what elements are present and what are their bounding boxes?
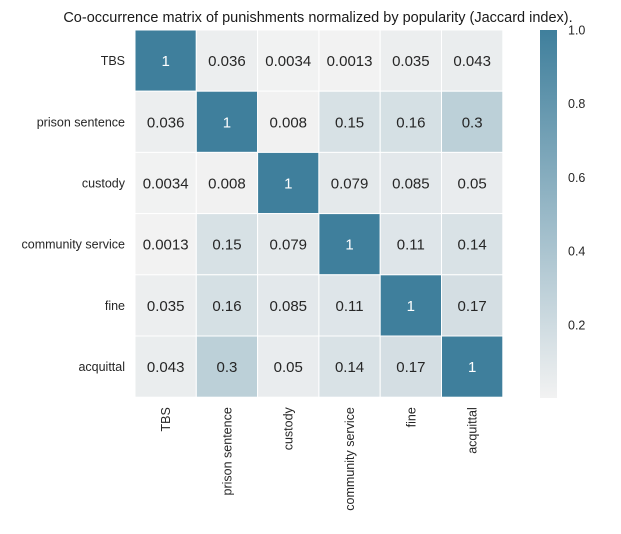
colorbar-tick-label: 1.0 xyxy=(568,24,585,38)
cell-value-label: 1 xyxy=(284,176,292,193)
cell-value-label: 0.079 xyxy=(269,237,307,254)
colorbar-tick-label: 0.4 xyxy=(568,245,585,259)
col-tick-label: TBS xyxy=(159,407,173,431)
heatmap-cell xyxy=(379,151,443,215)
cell-value-label: 1 xyxy=(161,53,169,70)
colorbar-tick-label: 0.2 xyxy=(568,318,585,332)
colorbar-gradient xyxy=(540,30,557,398)
heatmap-cell xyxy=(134,274,197,337)
heatmap-cell xyxy=(318,151,381,215)
row-tick-label: community service xyxy=(22,238,126,252)
heatmap-cell xyxy=(441,29,504,92)
cell-value-label: 1 xyxy=(223,114,231,131)
heatmap-cell xyxy=(257,274,320,337)
row-tick-label: custody xyxy=(82,177,126,191)
row-tick-labels: TBS prison sentence custody community servi… xyxy=(22,54,126,374)
heatmap-cell xyxy=(441,90,504,153)
cell-value-label: 0.079 xyxy=(331,176,369,193)
colorbar-tick-label: 0.6 xyxy=(568,171,585,185)
cell-value-label: 0.008 xyxy=(269,114,307,131)
cell-value-label: 0.036 xyxy=(208,53,246,70)
cell-value-label: 0.0034 xyxy=(143,176,189,193)
col-tick-label: acquittal xyxy=(466,407,480,454)
col-tick-label: prison sentence xyxy=(220,407,234,495)
cell-value-label: 1 xyxy=(345,237,353,254)
cell-value-label: 0.3 xyxy=(462,114,483,131)
cell-value-label: 0.043 xyxy=(147,359,185,376)
cell-value-label: 0.11 xyxy=(336,298,364,315)
cell-value-label: 0.14 xyxy=(335,359,364,376)
heatmap-cell xyxy=(318,213,381,276)
heatmap-cell xyxy=(441,213,504,276)
heatmap-cell xyxy=(134,213,197,276)
chart-title: Co-occurrence matrix of punishments norm… xyxy=(63,10,572,26)
heatmap-cell xyxy=(195,90,259,153)
cell-value-label: 0.035 xyxy=(392,53,430,70)
cell-value-label: 0.17 xyxy=(396,359,425,376)
heatmap-cell xyxy=(257,213,320,276)
heatmap-cell xyxy=(257,29,320,92)
row-tick-label: TBS xyxy=(101,54,125,68)
cell-value-label: 0.3 xyxy=(217,359,238,376)
heatmap-cell xyxy=(379,213,443,276)
heatmap-cell xyxy=(379,274,443,337)
cell-value-label: 0.14 xyxy=(458,237,487,254)
cell-value-label: 0.16 xyxy=(396,114,425,131)
heatmap-cell xyxy=(195,29,259,92)
cell-value-label: 0.11 xyxy=(397,237,425,254)
cell-value-label: 0.16 xyxy=(212,298,241,315)
cell-value-label: 0.15 xyxy=(335,114,364,131)
cell-value-label: 0.05 xyxy=(458,176,487,193)
cell-value-label: 0.035 xyxy=(147,298,185,315)
cell-value-label: 0.15 xyxy=(212,237,241,254)
heatmap-cell xyxy=(195,213,259,276)
col-tick-label: custody xyxy=(282,406,296,450)
cell-value-label: 1 xyxy=(407,298,415,315)
heatmap-cell xyxy=(379,335,443,398)
cell-value-label: 0.043 xyxy=(453,53,491,70)
cell-value-label: 0.085 xyxy=(269,298,307,315)
cell-value-label: 0.17 xyxy=(458,298,487,315)
heatmap-cell xyxy=(318,274,381,337)
heatmap-cell xyxy=(195,151,259,215)
heatmap-cell xyxy=(441,335,504,398)
col-tick-label: community service xyxy=(343,407,357,511)
heatmap-cells: 1 0.036 0.0034 0.0013 0.035 0.043 0.036 1 0.008 0… xyxy=(134,29,504,398)
heatmap-cell xyxy=(441,274,504,337)
colorbar-tick-label: 0.8 xyxy=(568,97,585,111)
heatmap-cell xyxy=(318,335,381,398)
heatmap-cell xyxy=(441,151,504,215)
cell-value-label: 0.0034 xyxy=(265,53,311,70)
row-tick-label: prison sentence xyxy=(37,115,125,129)
heatmap-cell xyxy=(134,29,197,92)
cell-value-label: 0.05 xyxy=(274,359,303,376)
col-tick-labels: TBS prison sentence custody community servi… xyxy=(159,406,480,510)
cell-value-label: 0.036 xyxy=(147,114,185,131)
cell-value-label: 0.0013 xyxy=(143,237,189,254)
row-tick-label: acquittal xyxy=(78,360,125,374)
cell-value-label: 0.085 xyxy=(392,176,430,193)
cell-value-label: 1 xyxy=(468,359,476,376)
cell-value-label: 0.0013 xyxy=(327,53,373,70)
heatmap-cell xyxy=(318,90,381,153)
col-tick-label: fine xyxy=(404,407,418,427)
colorbar: 0.2 0.4 0.6 0.8 1.0 xyxy=(540,24,585,398)
cell-value-label: 0.008 xyxy=(208,176,246,193)
heatmap-cell xyxy=(134,335,197,398)
row-tick-label: fine xyxy=(105,299,125,313)
